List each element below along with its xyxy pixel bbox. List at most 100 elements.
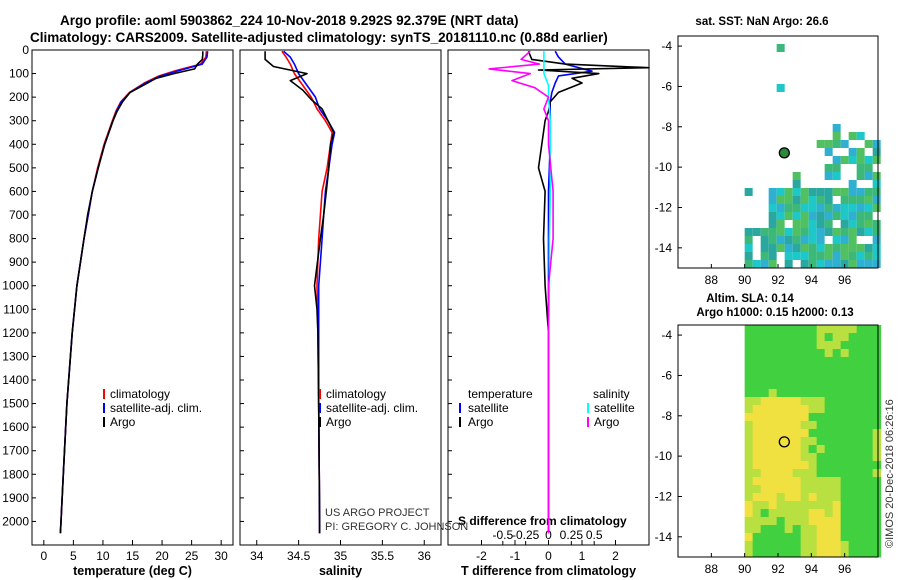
sst-cell xyxy=(856,156,865,164)
sla-cell xyxy=(856,541,866,550)
sla-cell xyxy=(776,373,786,382)
sla-cell xyxy=(752,413,762,422)
sst-map-ytick-label: -12 xyxy=(655,200,673,214)
sla-cell xyxy=(760,421,770,430)
sla-cell xyxy=(824,413,834,422)
sla-cell xyxy=(800,533,810,542)
sla-cell xyxy=(776,445,786,454)
diff-legend-temperature-label: satellite xyxy=(468,401,509,415)
sla-cell xyxy=(744,333,754,342)
sla-cell xyxy=(848,325,858,334)
sla-cell xyxy=(864,365,874,374)
sla-cell xyxy=(792,525,802,534)
sst-cell xyxy=(856,252,865,260)
sla-cell xyxy=(760,333,770,342)
sla-cell xyxy=(792,381,802,390)
sla-cell xyxy=(768,333,778,342)
sla-cell xyxy=(840,533,850,542)
sla-cell xyxy=(784,349,794,358)
sla-cell xyxy=(760,341,770,350)
sla-cell xyxy=(752,389,762,398)
salinity-series-climatology xyxy=(281,50,333,534)
temperature-xlabel: temperature (deg C) xyxy=(73,564,192,578)
sla-cell xyxy=(872,509,882,518)
sla-cell xyxy=(848,397,858,406)
sla-cell xyxy=(824,421,834,430)
sst-cell xyxy=(800,252,809,260)
temperature-frame xyxy=(31,49,234,546)
sla-cell xyxy=(864,325,874,334)
sla-cell xyxy=(864,389,874,398)
sla-cell xyxy=(744,517,754,526)
sla-map-xtick-label: 92 xyxy=(771,562,785,576)
salinity-xtick-label: 35 xyxy=(334,549,348,563)
diff-legend-salinity-title: salinity xyxy=(593,387,630,401)
sla-cell xyxy=(872,461,882,470)
sst-cell xyxy=(864,228,873,236)
sla-cell xyxy=(824,509,834,518)
sla-cell xyxy=(856,549,866,558)
salinity-diff-tick-label: 0.5 xyxy=(586,528,603,542)
sst-cell xyxy=(872,204,881,212)
sla-cell xyxy=(840,461,850,470)
sst-cell xyxy=(872,260,881,268)
sla-map-xtick-label: 94 xyxy=(805,562,819,576)
sla-cell xyxy=(872,477,882,486)
sla-cell xyxy=(872,381,882,390)
sla-cell xyxy=(824,397,834,406)
sla-cell xyxy=(776,333,786,342)
depth-tick-label: 1100 xyxy=(3,302,29,316)
sla-cell xyxy=(856,413,866,422)
sla-cell xyxy=(808,365,818,374)
sla-cell xyxy=(800,485,810,494)
sla-cell xyxy=(784,517,794,526)
sst-cell xyxy=(760,236,769,244)
sla-cell xyxy=(816,525,826,534)
sla-cell xyxy=(776,525,786,534)
sla-cell xyxy=(744,413,754,422)
sla-cell xyxy=(816,549,826,558)
sst-cell xyxy=(848,260,857,268)
sst-cell xyxy=(872,140,881,148)
sst-cell xyxy=(776,236,785,244)
sla-cell xyxy=(864,533,874,542)
sst-cell xyxy=(856,220,865,228)
sst-cell xyxy=(800,228,809,236)
sla-cell xyxy=(792,501,802,510)
temperature-legend-label: Argo xyxy=(110,415,136,429)
difference-xtick-label: -2 xyxy=(476,549,487,563)
sla-cell xyxy=(840,445,850,454)
sla-cell xyxy=(776,325,786,334)
sst-cell xyxy=(816,260,825,268)
sla-cell xyxy=(840,381,850,390)
sst-cell xyxy=(816,140,825,148)
sla-cell xyxy=(840,389,850,398)
depth-tick-label: 700 xyxy=(9,208,29,222)
sla-cell xyxy=(832,333,842,342)
sla-cell xyxy=(776,453,786,462)
sla-cell xyxy=(808,525,818,534)
sla-cell xyxy=(848,453,858,462)
sla-cell xyxy=(792,341,802,350)
sla-cell xyxy=(848,549,858,558)
sla-cell xyxy=(832,365,842,374)
sla-cell xyxy=(808,413,818,422)
sla-cell xyxy=(752,517,762,526)
sla-cell xyxy=(832,461,842,470)
sst-cell xyxy=(840,140,849,148)
sla-cell xyxy=(776,477,786,486)
sla-cell xyxy=(856,493,866,502)
sst-cell xyxy=(816,228,825,236)
sst-cell xyxy=(776,212,785,220)
salinity-diff-tick-label: -0.25 xyxy=(512,528,540,542)
sla-cell xyxy=(792,533,802,542)
sla-cell xyxy=(816,325,826,334)
sla-cell xyxy=(752,453,762,462)
sla-cell xyxy=(744,325,754,334)
depth-tick-label: 200 xyxy=(9,90,29,104)
sst-cell xyxy=(768,228,777,236)
sla-cell xyxy=(832,397,842,406)
sla-cell xyxy=(816,477,826,486)
sst-cell xyxy=(776,84,785,92)
sla-cell xyxy=(816,373,826,382)
